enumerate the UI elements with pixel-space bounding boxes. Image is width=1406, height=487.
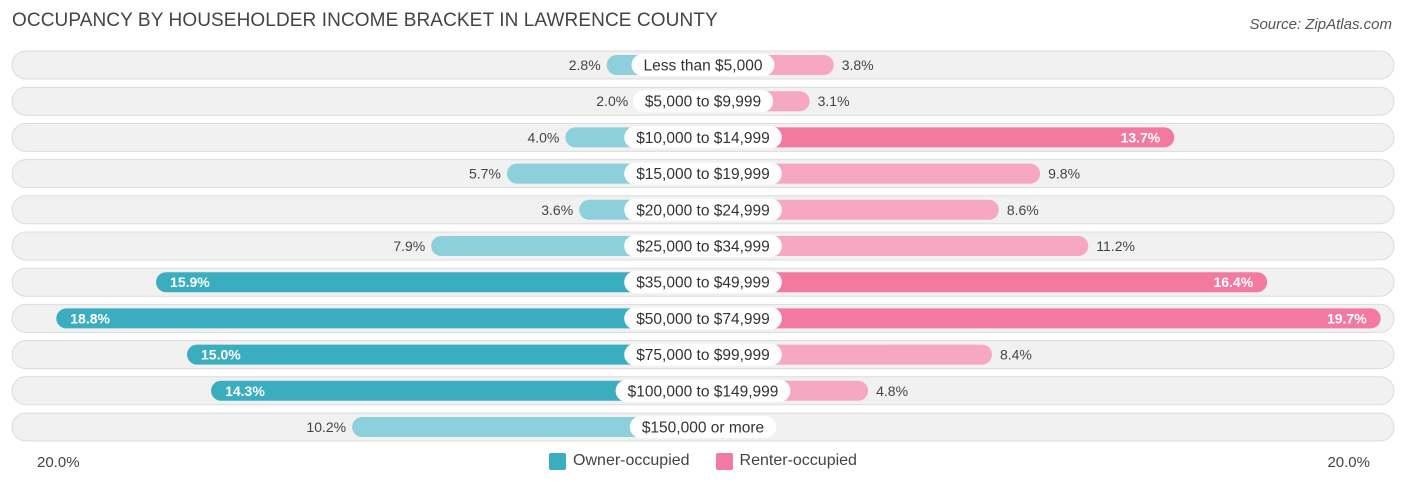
category-label: $15,000 to $19,999 (636, 166, 770, 183)
legend-item-renter: Renter-occupied (715, 452, 857, 470)
renter-value-label: 8.6% (1007, 202, 1039, 218)
chart-title: OCCUPANCY BY HOUSEHOLDER INCOME BRACKET … (12, 10, 718, 31)
renter-value-label: 16.4% (1213, 274, 1253, 290)
owner-value-label: 5.7% (469, 166, 501, 182)
owner-value-label: 3.6% (541, 202, 573, 218)
renter-value-label: 8.4% (1000, 347, 1032, 363)
chart-source: Source: ZipAtlas.com (1249, 16, 1392, 33)
owner-value-label: 7.9% (393, 238, 425, 254)
renter-value-label: 3.1% (818, 93, 850, 109)
legend-label-owner: Owner-occupied (573, 452, 690, 469)
renter-bar (703, 236, 1089, 256)
category-label: $100,000 to $149,999 (628, 383, 779, 400)
renter-value-label: 3.8% (842, 57, 874, 73)
renter-bar (703, 308, 1381, 329)
category-label: $150,000 or more (642, 420, 764, 437)
renter-value-label: 19.7% (1327, 310, 1367, 326)
owner-bar (56, 308, 703, 329)
owner-value-label: 2.0% (596, 93, 628, 109)
category-label: $10,000 to $14,999 (636, 130, 770, 147)
category-pill (624, 307, 782, 330)
category-pill (629, 416, 777, 438)
renter-bar (703, 272, 1268, 293)
category-pill (624, 343, 782, 366)
owner-value-label: 10.2% (306, 419, 346, 435)
renter-bar (703, 163, 1041, 184)
category-pill (615, 379, 791, 402)
category-pill (624, 271, 782, 294)
legend: Owner-occupied Renter-occupied (0, 452, 1406, 470)
category-pill (624, 126, 782, 149)
category-label: $20,000 to $24,999 (636, 202, 770, 219)
owner-value-label: 14.3% (225, 383, 265, 399)
legend-swatch-owner (549, 452, 567, 470)
renter-value-label: 11.2% (1096, 238, 1135, 254)
category-label: $35,000 to $49,999 (636, 275, 770, 292)
owner-bar (187, 344, 703, 365)
renter-bar (703, 127, 1175, 148)
owner-value-label: 4.0% (527, 129, 559, 145)
category-label: $5,000 to $9,999 (645, 94, 761, 111)
axis-left-label: 20.0% (37, 454, 80, 471)
renter-value-label: 13.7% (1121, 129, 1161, 145)
owner-value-label: 15.9% (170, 274, 210, 290)
legend-swatch-renter (715, 452, 733, 470)
legend-item-owner: Owner-occupied (549, 452, 690, 470)
owner-value-label: 18.8% (70, 310, 110, 326)
renter-value-label: 4.8% (876, 383, 908, 399)
owner-bar (352, 417, 703, 437)
category-pill (624, 198, 782, 221)
legend-label-renter: Renter-occupied (739, 452, 857, 469)
category-label: $75,000 to $99,999 (636, 347, 770, 364)
category-pill (624, 162, 782, 185)
category-label: $25,000 to $34,999 (636, 239, 770, 256)
owner-value-label: 2.8% (569, 57, 601, 73)
category-pill (632, 90, 774, 113)
renter-value-label: 9.8% (1048, 166, 1080, 182)
category-label: $50,000 to $74,999 (636, 311, 770, 328)
owner-value-label: 15.0% (201, 347, 241, 363)
category-pill (631, 54, 775, 76)
owner-bar (156, 272, 704, 293)
category-pill (624, 235, 782, 257)
category-label: Less than $5,000 (644, 58, 763, 75)
owner-bar (211, 380, 703, 401)
axis-right-label: 20.0% (1327, 454, 1370, 471)
